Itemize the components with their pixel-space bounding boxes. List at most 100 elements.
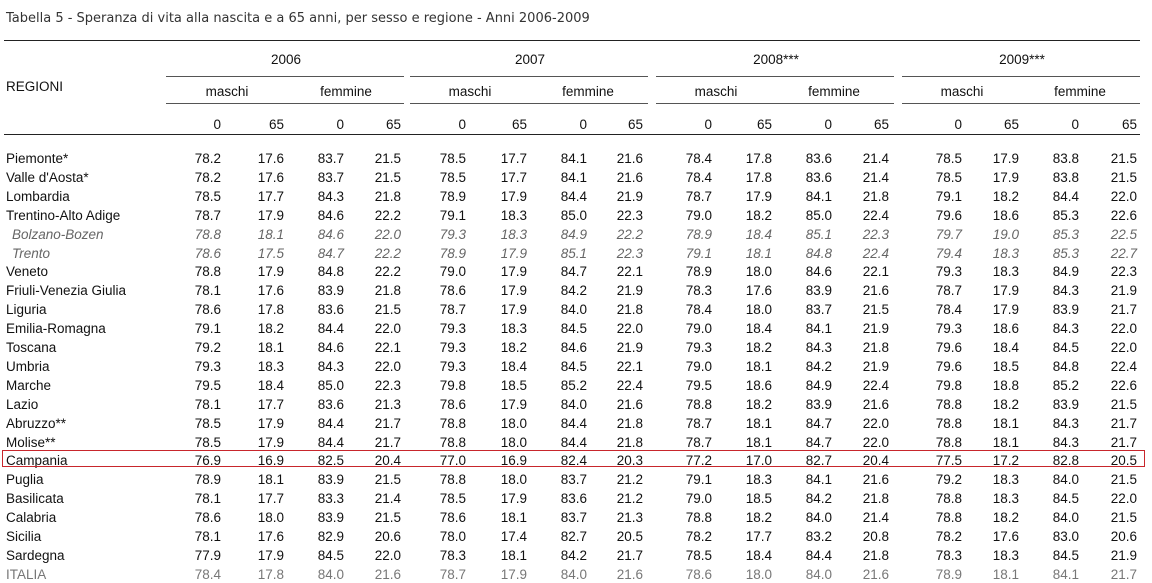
value-cell: 20.4 (374, 453, 401, 469)
age-header-cell: 65 (756, 117, 772, 132)
value-cell: 84.4 (805, 547, 832, 563)
value-cell: 21.7 (374, 415, 401, 431)
value-cell: 77.5 (935, 453, 962, 469)
region-label: Emilia-Romagna (6, 321, 106, 337)
value-cell: 78.1 (194, 491, 221, 507)
value-cell: 21.7 (1110, 566, 1137, 582)
sex-header-2009-f: femmine (1054, 84, 1106, 99)
value-cell: 78.6 (439, 283, 466, 299)
value-cell: 18.1 (500, 547, 527, 563)
value-cell: 18.2 (257, 321, 284, 337)
sex-header-2007-m: maschi (448, 84, 492, 99)
value-cell: 21.2 (616, 472, 643, 488)
value-cell: 84.8 (1052, 358, 1079, 374)
value-cell: 18.3 (500, 207, 527, 223)
value-cell: 79.6 (935, 358, 962, 374)
value-cell: 79.1 (935, 188, 962, 204)
value-cell: 83.2 (805, 529, 832, 544)
value-cell: 83.7 (317, 169, 344, 185)
value-cell: 79.3 (935, 321, 962, 337)
sex-header-2008-m: maschi (694, 84, 738, 99)
value-cell: 78.4 (194, 566, 221, 582)
region-label: Lazio (6, 396, 39, 412)
value-cell: 18.0 (500, 472, 527, 488)
value-cell: 18.5 (500, 377, 527, 393)
value-cell: 84.5 (1052, 340, 1079, 355)
value-cell: 79.1 (439, 207, 466, 223)
year-rule-2009 (902, 76, 1140, 77)
value-cell: 18.3 (257, 358, 284, 374)
value-cell: 84.4 (317, 434, 344, 450)
value-cell: 22.2 (374, 207, 401, 223)
value-cell: 83.9 (805, 283, 832, 299)
value-cell: 18.0 (500, 434, 527, 450)
value-cell: 18.0 (500, 415, 527, 431)
value-cell: 18.3 (992, 245, 1019, 261)
value-cell: 21.4 (862, 151, 889, 166)
value-cell: 22.3 (374, 377, 401, 393)
value-cell: 21.6 (862, 283, 889, 299)
value-cell: 83.9 (1052, 302, 1079, 318)
value-cell: 79.5 (194, 377, 221, 393)
value-cell: 79.6 (935, 340, 962, 355)
region-label: Lombardia (6, 188, 70, 204)
region-label: Sicilia (6, 529, 42, 544)
age-header-cell: 0 (213, 117, 221, 132)
value-cell: 18.3 (500, 321, 527, 337)
value-cell: 21.8 (862, 340, 889, 355)
value-cell: 21.8 (616, 415, 643, 431)
value-cell: 84.4 (560, 434, 587, 450)
value-cell: 21.5 (1110, 151, 1137, 166)
age-header-cell: 0 (824, 117, 832, 132)
value-cell: 84.3 (1052, 321, 1079, 337)
value-cell: 79.8 (935, 377, 962, 393)
value-cell: 18.1 (257, 340, 284, 355)
value-cell: 79.3 (439, 321, 466, 337)
region-label: Marche (6, 377, 52, 393)
sex-header-2008-f: femmine (808, 84, 860, 99)
value-cell: 21.5 (1110, 510, 1137, 526)
value-cell: 18.2 (745, 510, 772, 526)
value-cell: 85.3 (1052, 207, 1079, 223)
value-cell: 83.6 (317, 302, 344, 318)
value-cell: 17.9 (500, 302, 527, 318)
value-cell: 18.2 (992, 188, 1019, 204)
value-cell: 18.2 (745, 340, 772, 355)
value-cell: 18.2 (992, 510, 1019, 526)
value-cell: 78.7 (439, 302, 466, 318)
value-cell: 78.5 (439, 151, 466, 166)
value-cell: 78.6 (439, 510, 466, 526)
value-cell: 78.8 (194, 264, 221, 280)
value-cell: 78.7 (194, 207, 221, 223)
age-header-cell: 65 (385, 117, 401, 132)
value-cell: 79.3 (439, 226, 466, 242)
value-cell: 84.3 (317, 188, 344, 204)
value-cell: 78.2 (194, 151, 221, 166)
value-cell: 79.0 (685, 321, 712, 337)
age-header-cell: 0 (1071, 117, 1079, 132)
value-cell: 21.5 (374, 151, 401, 166)
year-header-2009: 2009*** (999, 52, 1045, 67)
value-cell: 84.0 (1052, 510, 1079, 526)
value-cell: 17.9 (992, 169, 1019, 185)
value-cell: 84.4 (560, 415, 587, 431)
value-cell: 83.6 (805, 169, 832, 185)
value-cell: 21.8 (862, 547, 889, 563)
region-label: Friuli-Venezia Giulia (6, 283, 127, 299)
value-cell: 18.1 (257, 226, 284, 242)
value-cell: 79.3 (194, 358, 221, 374)
value-cell: 84.9 (1052, 264, 1079, 280)
value-cell: 83.7 (560, 510, 587, 526)
value-cell: 21.9 (616, 188, 643, 204)
value-cell: 83.9 (805, 396, 832, 412)
value-cell: 84.3 (805, 340, 832, 355)
value-cell: 22.0 (616, 321, 643, 337)
value-cell: 17.0 (745, 453, 772, 469)
value-cell: 18.4 (745, 547, 772, 563)
value-cell: 78.2 (685, 529, 712, 544)
value-cell: 78.9 (439, 245, 466, 261)
value-cell: 17.5 (257, 245, 284, 261)
value-cell: 84.1 (805, 188, 832, 204)
value-cell: 17.9 (257, 264, 284, 280)
sex-header-2006-f: femmine (320, 84, 372, 99)
